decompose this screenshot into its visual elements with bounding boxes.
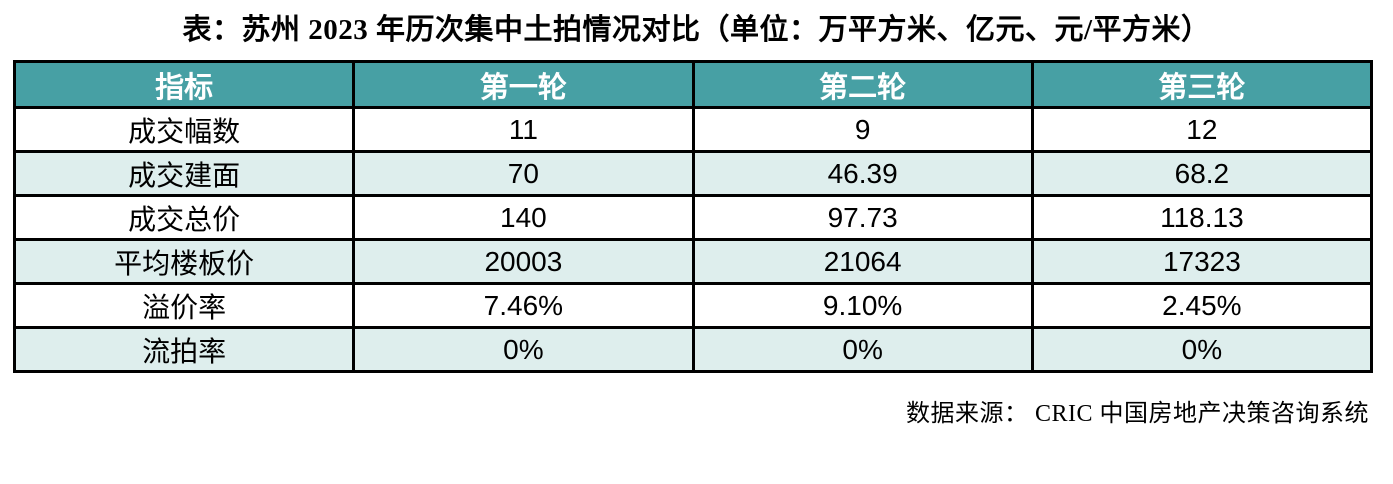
cell-value: 46.39 <box>691 150 1034 197</box>
table-row-avg-floor-price: 平均楼板价 20003 21064 17323 <box>12 238 1374 285</box>
cell-value: 0% <box>691 326 1034 373</box>
col-header-round-1: 第一轮 <box>352 60 695 109</box>
cell-value: 7.46% <box>352 282 695 329</box>
row-label: 成交建面 <box>12 150 356 197</box>
col-header-indicator: 指标 <box>12 60 356 109</box>
col-header-round-2: 第二轮 <box>691 60 1034 109</box>
cell-value: 21064 <box>691 238 1034 285</box>
table-header-row: 指标 第一轮 第二轮 第三轮 <box>12 60 1374 109</box>
table-row-premium-rate: 溢价率 7.46% 9.10% 2.45% <box>12 282 1374 329</box>
col-header-round-3: 第三轮 <box>1030 60 1374 109</box>
cell-value: 9 <box>691 106 1034 153</box>
cell-value: 70 <box>352 150 695 197</box>
table-row-total-price: 成交总价 140 97.73 118.13 <box>12 194 1374 241</box>
cell-value: 68.2 <box>1030 150 1374 197</box>
cell-value: 17323 <box>1030 238 1374 285</box>
row-label: 平均楼板价 <box>12 238 356 285</box>
cell-value: 20003 <box>352 238 695 285</box>
cell-value: 11 <box>352 106 695 153</box>
cell-value: 0% <box>1030 326 1374 373</box>
cell-value: 97.73 <box>691 194 1034 241</box>
cell-value: 2.45% <box>1030 282 1374 329</box>
cell-value: 0% <box>352 326 695 373</box>
table-title: 表：苏州 2023 年历次集中土拍情况对比（单位：万平方米、亿元、元/平方米） <box>182 14 1211 46</box>
table-row-floor-area: 成交建面 70 46.39 68.2 <box>12 150 1374 197</box>
data-source: 数据来源： CRIC 中国房地产决策咨询系统 <box>905 401 1369 427</box>
land-auction-table: 指标 第一轮 第二轮 第三轮 成交幅数 11 9 12 成交建面 70 46.3… <box>12 60 1374 373</box>
cell-value: 12 <box>1030 106 1374 153</box>
row-label: 成交总价 <box>12 194 356 241</box>
cell-value: 9.10% <box>691 282 1034 329</box>
cell-value: 118.13 <box>1030 194 1374 241</box>
row-label: 溢价率 <box>12 282 356 329</box>
table-row-failure-rate: 流拍率 0% 0% 0% <box>12 326 1374 373</box>
row-label: 流拍率 <box>12 326 356 373</box>
cell-value: 140 <box>352 194 695 241</box>
table-row-deal-count: 成交幅数 11 9 12 <box>12 106 1374 153</box>
row-label: 成交幅数 <box>12 106 356 153</box>
